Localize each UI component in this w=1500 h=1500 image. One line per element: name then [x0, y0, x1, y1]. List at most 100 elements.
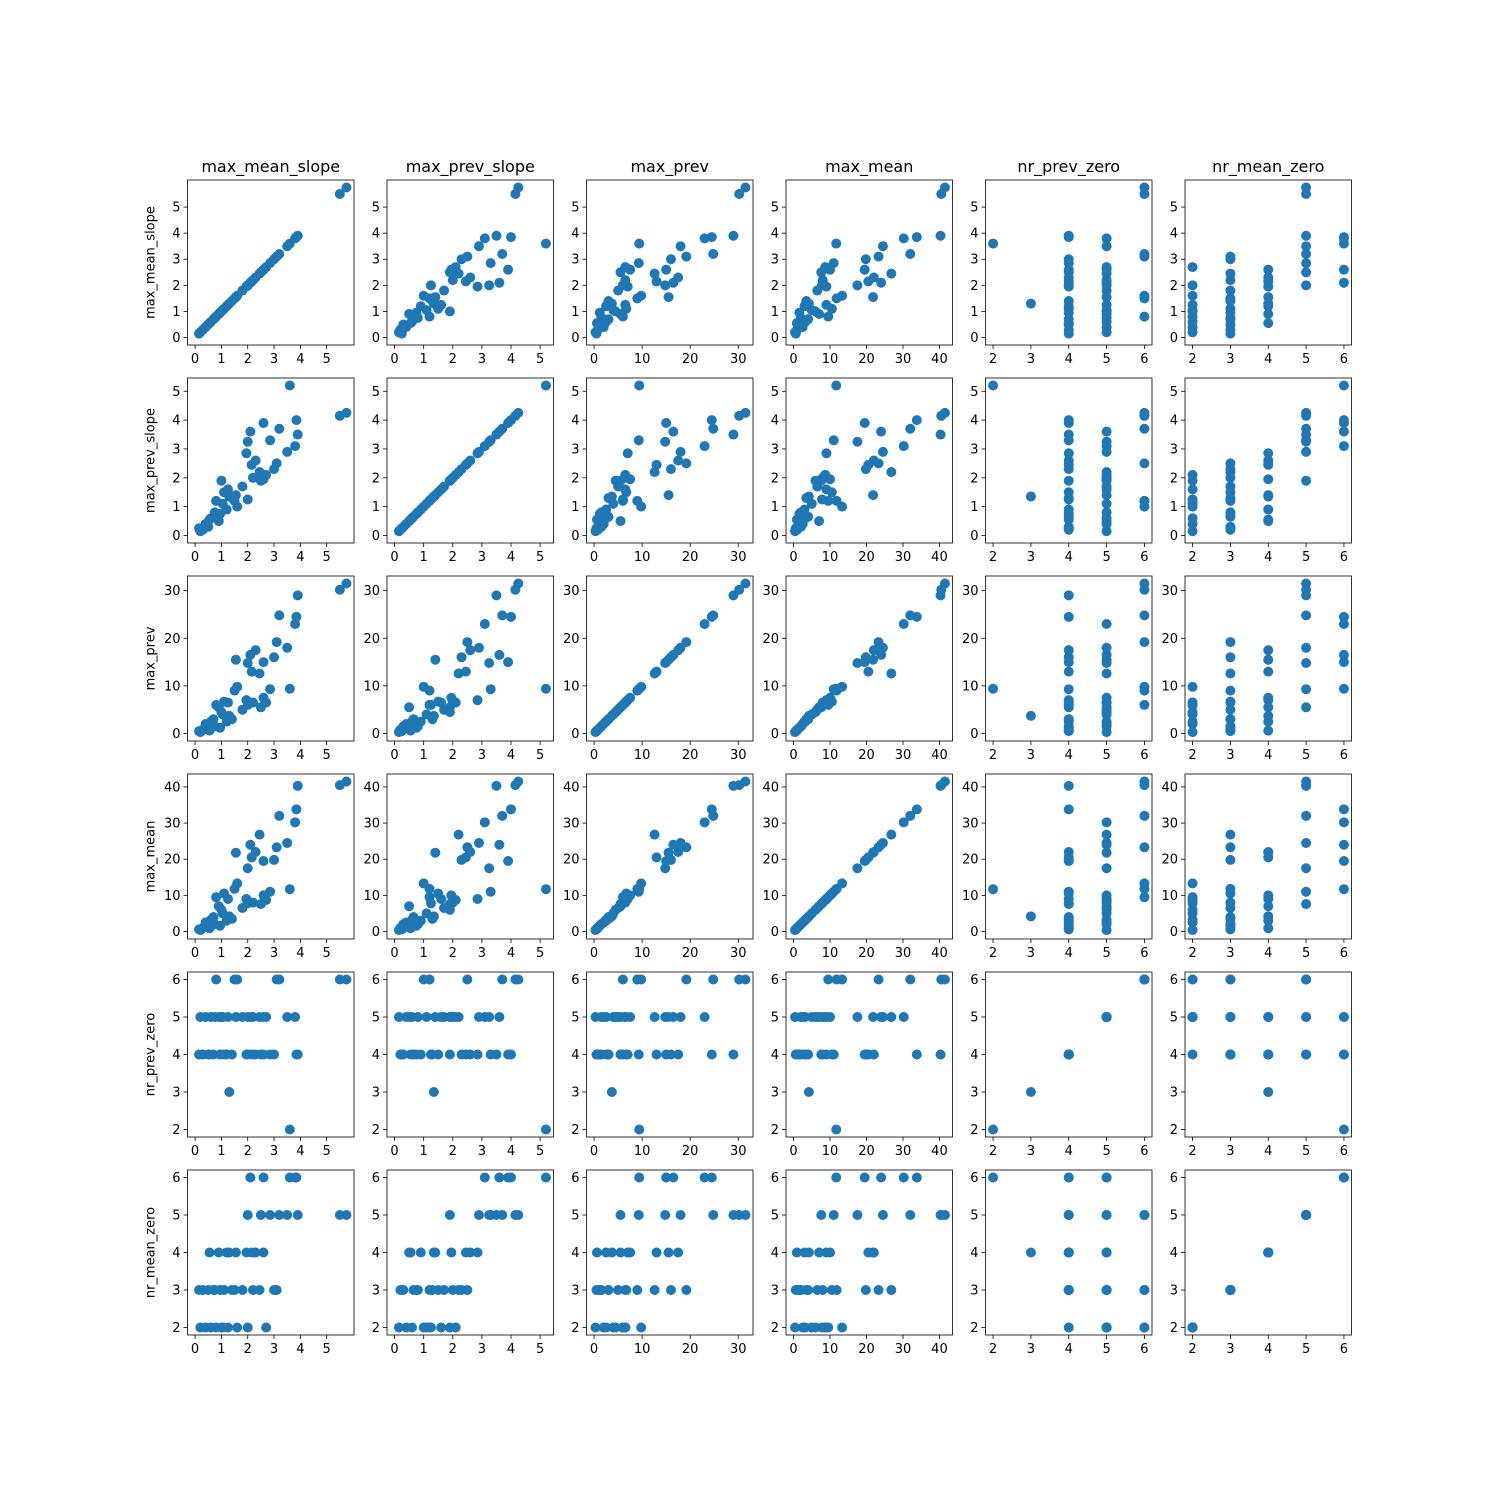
data-point: [1139, 1322, 1150, 1333]
data-point: [456, 254, 467, 265]
data-point: [1263, 702, 1274, 713]
x-tick-label: 3: [1226, 1342, 1234, 1357]
data-point: [217, 908, 228, 919]
y-tick-label: 40: [164, 780, 181, 795]
y-tick-label: 0: [372, 925, 380, 940]
x-tick-label: 2: [449, 748, 457, 763]
data-point: [242, 863, 253, 874]
x-tick-label: 20: [858, 946, 875, 961]
data-point: [898, 618, 909, 629]
data-point: [245, 839, 256, 850]
x-tick-label: 4: [296, 748, 304, 763]
axes-frame: [586, 773, 754, 940]
x-tick-label: 5: [536, 352, 544, 367]
data-point: [806, 709, 817, 720]
data-point: [411, 307, 422, 318]
data-point: [472, 893, 483, 904]
data-point: [334, 584, 345, 595]
y-tick-label: 6: [372, 1171, 380, 1186]
y-tick-label: 1: [970, 305, 978, 320]
data-point: [494, 1012, 505, 1022]
data-point: [812, 285, 823, 296]
y-tick-label: 40: [563, 780, 580, 795]
data-point: [405, 923, 416, 934]
data-point: [1338, 683, 1349, 694]
x-tick-label: 20: [858, 352, 875, 367]
data-point: [831, 1172, 842, 1183]
data-point: [1063, 514, 1074, 525]
data-point: [439, 903, 450, 914]
data-point: [1225, 685, 1236, 696]
data-point: [1101, 233, 1112, 244]
data-point: [334, 189, 345, 200]
data-point: [292, 780, 303, 791]
x-tick-label: 4: [1065, 748, 1073, 763]
data-point: [258, 1247, 269, 1258]
data-point: [1301, 249, 1312, 260]
data-point: [625, 1247, 636, 1258]
data-point: [1263, 847, 1274, 858]
data-point: [497, 974, 508, 985]
data-point: [204, 725, 215, 736]
y-tick-label: 5: [372, 201, 380, 216]
x-tick-label: 30: [730, 946, 747, 961]
data-point: [1063, 328, 1074, 339]
x-tick-label: 0: [191, 550, 199, 565]
subplot-nr_prev_zero-vs-max_prev: 0 10 20 30 2 3 4 5 6: [571, 971, 754, 1159]
y-tick-label: 4: [372, 227, 380, 242]
data-point: [427, 1049, 438, 1060]
y-tick-label: 2: [970, 1123, 978, 1138]
data-point: [886, 1012, 897, 1022]
data-point: [1187, 290, 1198, 301]
y-tick-label: 3: [1170, 1086, 1178, 1101]
data-point: [291, 415, 302, 426]
row-label: max_prev: [144, 626, 159, 690]
x-tick-label: 5: [536, 946, 544, 961]
y-tick-label: 3: [771, 1086, 779, 1101]
data-point: [242, 658, 253, 669]
data-point: [292, 429, 303, 440]
y-tick-label: 20: [762, 632, 779, 647]
x-tick-label: 5: [1302, 1144, 1310, 1159]
subplot-max_mean_slope-vs-max_mean: 0 10 20 30 40 0 1 2 3 4 5 max_mean: [771, 157, 953, 367]
data-point: [290, 233, 301, 244]
data-point: [814, 309, 825, 320]
data-point: [708, 810, 719, 821]
data-point: [215, 1049, 226, 1060]
data-point: [1301, 241, 1312, 252]
x-tick-label: 5: [1302, 748, 1310, 763]
data-point: [826, 1049, 837, 1060]
data-point: [1301, 780, 1312, 791]
data-point: [472, 281, 483, 292]
data-point: [1187, 1322, 1198, 1333]
x-tick-label: 0: [590, 550, 598, 565]
x-tick-label: 5: [1302, 352, 1310, 367]
data-point: [791, 725, 802, 736]
y-tick-label: 5: [172, 1011, 180, 1026]
data-point: [1301, 423, 1312, 434]
data-point: [1225, 275, 1236, 286]
data-point: [660, 1210, 671, 1220]
data-point: [269, 1049, 280, 1060]
y-tick-label: 6: [1170, 1171, 1178, 1186]
x-tick-label: 3: [478, 1342, 486, 1357]
y-tick-label: 5: [1170, 1011, 1178, 1026]
y-tick-label: 4: [1170, 1246, 1178, 1261]
data-point: [1025, 1247, 1036, 1258]
data-point: [274, 610, 285, 621]
data-point: [1187, 925, 1198, 936]
data-point: [258, 1012, 269, 1022]
data-point: [421, 1012, 432, 1022]
x-tick-label: 3: [1027, 946, 1035, 961]
data-point: [1063, 1049, 1074, 1060]
data-point: [472, 695, 483, 706]
y-tick-label: 30: [762, 584, 779, 599]
data-point: [211, 974, 222, 985]
subplot-max_prev-vs-max_prev: 0 10 20 30 0 10 20 30: [563, 575, 754, 763]
data-point: [1063, 666, 1074, 677]
x-tick-label: 10: [822, 748, 839, 763]
y-tick-label: 20: [164, 853, 181, 868]
data-point: [1063, 888, 1074, 899]
data-point: [1338, 657, 1349, 668]
